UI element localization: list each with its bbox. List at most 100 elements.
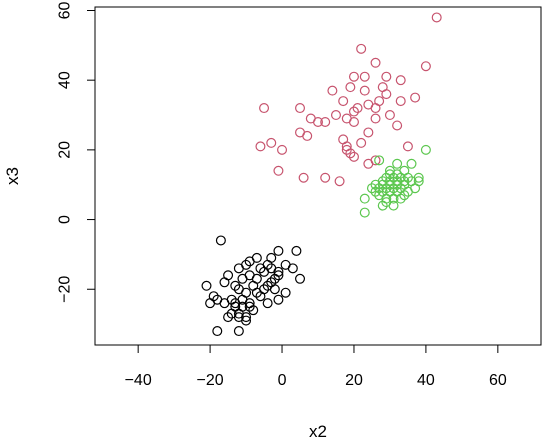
- data-points: [201, 12, 442, 337]
- data-point: [298, 172, 309, 183]
- data-point: [230, 298, 241, 309]
- y-tick-label: 20: [57, 141, 74, 159]
- data-point: [305, 113, 316, 124]
- data-point: [280, 287, 291, 298]
- data-point: [205, 298, 216, 309]
- data-point: [233, 308, 244, 319]
- data-point: [348, 71, 359, 82]
- data-point: [215, 235, 226, 246]
- data-point: [348, 106, 359, 117]
- data-point: [223, 312, 234, 323]
- data-point: [356, 137, 367, 148]
- data-point: [370, 186, 381, 197]
- plot-frame: [94, 6, 542, 346]
- y-tick-label: 0: [57, 215, 74, 224]
- x-tick-label: 0: [278, 372, 287, 389]
- data-point: [330, 110, 341, 121]
- x-tick-label: 20: [345, 372, 363, 389]
- data-point: [255, 291, 266, 302]
- data-point: [381, 89, 392, 100]
- data-point: [352, 103, 363, 114]
- data-point: [388, 200, 399, 211]
- data-point: [201, 280, 212, 291]
- data-point: [212, 326, 223, 337]
- data-point: [392, 120, 403, 131]
- data-point: [241, 259, 252, 270]
- data-point: [363, 127, 374, 138]
- data-point: [348, 151, 359, 162]
- data-point: [295, 103, 306, 114]
- data-point: [363, 158, 374, 169]
- data-point: [291, 245, 302, 256]
- data-point: [392, 179, 403, 190]
- data-point: [287, 263, 298, 274]
- data-point: [266, 137, 277, 148]
- data-point: [374, 155, 385, 166]
- data-point: [269, 273, 280, 284]
- data-point: [273, 165, 284, 176]
- y-axis: −20 0 20 40 60: [57, 1, 96, 303]
- y-tick-label: 40: [57, 71, 74, 89]
- data-point: [395, 193, 406, 204]
- data-point: [262, 280, 273, 291]
- data-point: [399, 165, 410, 176]
- data-point: [273, 245, 284, 256]
- data-point: [251, 273, 262, 284]
- data-point: [366, 183, 377, 194]
- data-point: [410, 92, 421, 103]
- data-point: [381, 183, 392, 194]
- x-tick-label: 40: [417, 372, 435, 389]
- data-point: [359, 71, 370, 82]
- data-point: [399, 190, 410, 201]
- data-point: [381, 71, 392, 82]
- x-tick-label: −20: [197, 372, 224, 389]
- y-tick-label: 60: [57, 1, 74, 19]
- data-point: [370, 57, 381, 68]
- data-point: [233, 326, 244, 337]
- data-point: [262, 298, 273, 309]
- data-point: [348, 116, 359, 127]
- data-point: [273, 270, 284, 281]
- data-point: [320, 116, 331, 127]
- data-point: [302, 130, 313, 141]
- data-point: [420, 144, 431, 155]
- data-point: [233, 284, 244, 295]
- data-point: [384, 179, 395, 190]
- point-group: [255, 12, 442, 187]
- x-tick-label: 60: [489, 372, 507, 389]
- data-point: [413, 172, 424, 183]
- x-axis: −40 −20 0 20 40 60: [125, 344, 507, 389]
- data-point: [395, 75, 406, 86]
- data-point: [370, 113, 381, 124]
- data-point: [341, 144, 352, 155]
- data-point: [402, 141, 413, 152]
- data-point: [377, 179, 388, 190]
- data-point: [251, 287, 262, 298]
- data-point: [359, 193, 370, 204]
- y-tick-label: −20: [57, 276, 74, 303]
- data-point: [370, 103, 381, 114]
- data-point: [237, 273, 248, 284]
- data-point: [345, 82, 356, 93]
- data-point: [334, 176, 345, 187]
- data-point: [359, 85, 370, 96]
- data-point: [273, 294, 284, 305]
- data-point: [327, 85, 338, 96]
- data-point: [406, 158, 417, 169]
- x-axis-title: x2: [309, 422, 327, 441]
- data-point: [244, 301, 255, 312]
- data-point: [266, 252, 277, 263]
- point-group: [201, 235, 306, 337]
- data-point: [338, 96, 349, 107]
- x-tick-label: −40: [125, 372, 152, 389]
- data-point: [223, 270, 234, 281]
- data-point: [431, 12, 442, 23]
- data-point: [395, 96, 406, 107]
- data-point: [320, 172, 331, 183]
- data-point: [359, 207, 370, 218]
- data-point: [277, 144, 288, 155]
- data-point: [370, 179, 381, 190]
- data-point: [377, 200, 388, 211]
- data-point: [230, 280, 241, 291]
